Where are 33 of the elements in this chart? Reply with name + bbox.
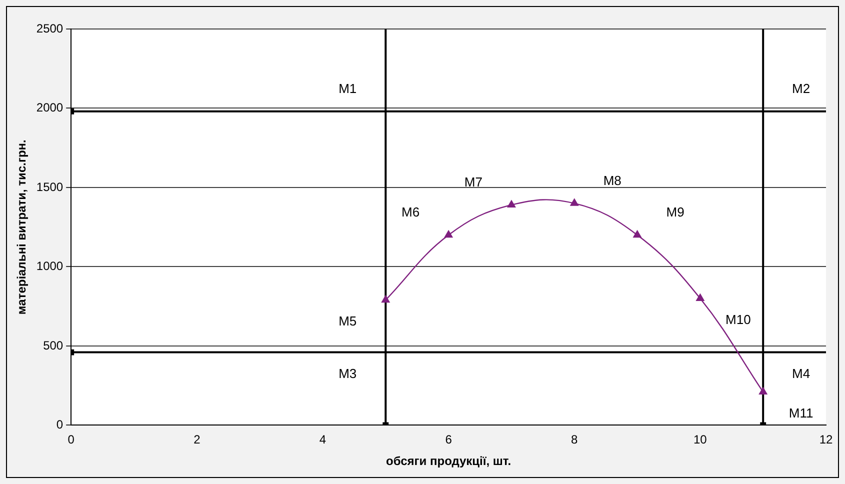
point — [570, 198, 578, 206]
y-tick-label: 0 — [56, 418, 64, 432]
annotation: M2 — [792, 80, 810, 96]
annotation: M1 — [338, 80, 357, 96]
annotation: M8 — [603, 172, 622, 188]
x-tick-label: 4 — [319, 432, 326, 447]
y-tick-label: 2000 — [36, 100, 64, 115]
annotation: M4 — [792, 366, 810, 381]
x-axis-title: обсяги продукції, шт. — [386, 454, 512, 468]
y-axis-title: матеріальні витрати, тис.грн. — [14, 140, 29, 315]
annotation: M7 — [464, 174, 482, 190]
x-tick-label: 6 — [445, 432, 452, 447]
point — [633, 230, 642, 238]
x-tick-label: 12 — [819, 432, 833, 447]
x-tick-label: 2 — [194, 432, 201, 447]
point — [759, 387, 768, 395]
point — [696, 294, 704, 302]
point — [507, 200, 516, 208]
annotation: M9 — [666, 204, 684, 220]
x-tick-label: 8 — [571, 432, 578, 447]
y-tick-label: 1000 — [36, 259, 64, 274]
y-tick-label: 500 — [43, 338, 64, 352]
annotation: M6 — [402, 204, 420, 220]
x-tick-label: 0 — [68, 432, 75, 447]
annotation: M11 — [788, 405, 814, 420]
x-tick-label: 10 — [694, 432, 708, 447]
point — [444, 230, 453, 238]
y-tick-label: 2500 — [36, 21, 64, 36]
annotation: M5 — [338, 314, 357, 329]
point — [382, 295, 390, 303]
y-tick-label: 1500 — [36, 180, 64, 194]
annotation: M3 — [338, 366, 357, 381]
annotation: M10 — [726, 312, 751, 327]
